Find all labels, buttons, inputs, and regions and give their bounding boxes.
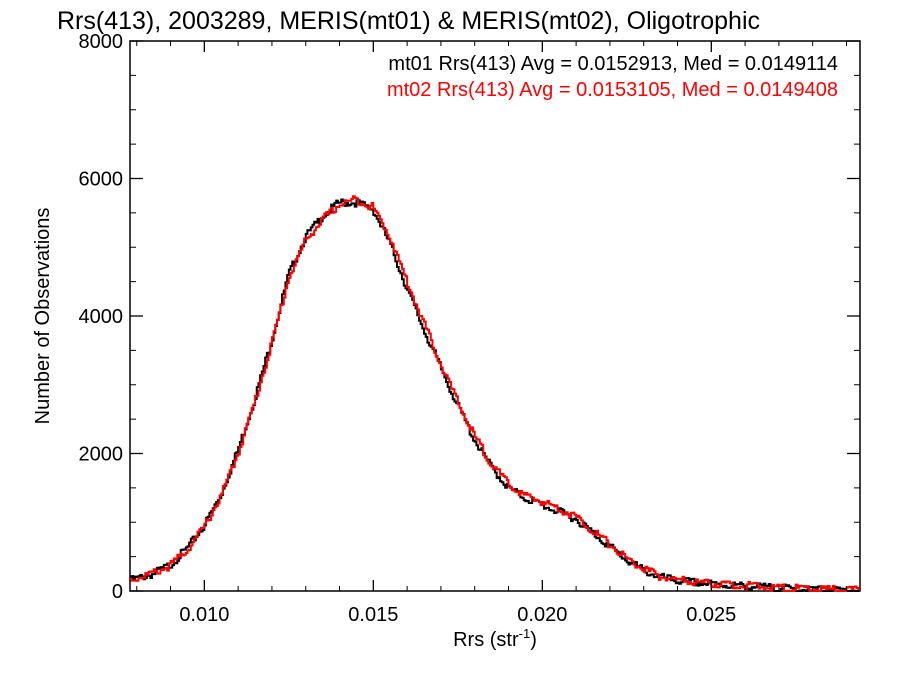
legend-entry-mt02: mt02 Rrs(413) Avg = 0.0153105, Med = 0.0… xyxy=(387,79,838,101)
y-tick-label: 2000 xyxy=(79,444,124,466)
chart-title: Rrs(413), 2003289, MERIS(mt01) & MERIS(m… xyxy=(57,7,760,35)
plot-frame xyxy=(129,40,861,592)
x-axis-label-sup: -1 xyxy=(519,626,531,641)
y-tick-label: 0 xyxy=(112,581,123,603)
plot-area: 0.010 0.015 0.020 0.025 0 2000 4000 6000 8000 xyxy=(79,31,861,626)
y-tick-label: 8000 xyxy=(79,31,124,53)
x-axis-label: Rrs (str-1) xyxy=(453,626,537,651)
legend-entry-mt01: mt01 Rrs(413) Avg = 0.0152913, Med = 0.0… xyxy=(388,53,838,75)
x-tick-label: 0.025 xyxy=(686,604,736,626)
y-tick-label: 6000 xyxy=(79,169,124,191)
x-tick-label: 0.010 xyxy=(179,604,229,626)
x-tick-label: 0.015 xyxy=(348,604,398,626)
y-tick-label: 4000 xyxy=(79,306,124,328)
x-axis-label-close: ) xyxy=(530,629,537,651)
x-axis-label-main: Rrs (str xyxy=(453,629,519,651)
series-layer xyxy=(130,195,860,592)
series-line-1 xyxy=(130,195,860,592)
series-line-0 xyxy=(130,198,860,592)
ticks-layer: 0.010 0.015 0.020 0.025 0 2000 4000 6000 8000 xyxy=(79,31,860,626)
x-tick-label: 0.020 xyxy=(517,604,567,626)
y-axis-label: Number of Observations xyxy=(32,208,54,425)
